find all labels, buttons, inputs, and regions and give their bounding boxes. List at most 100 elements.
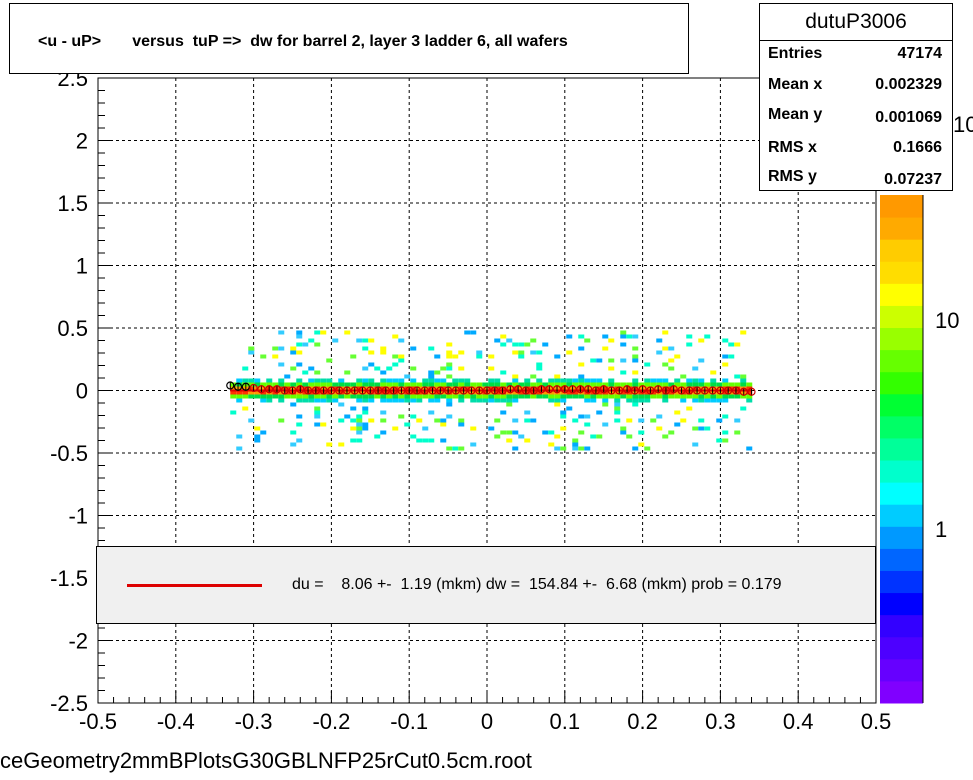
density-cell <box>572 378 579 383</box>
density-cell <box>710 370 717 375</box>
stats-value: 47174 <box>897 45 943 62</box>
density-cell <box>560 446 567 451</box>
density-cell <box>374 366 381 371</box>
density-cell <box>392 378 399 383</box>
density-cell <box>356 338 363 343</box>
density-cell <box>530 418 537 423</box>
stats-row-mean-x: Mean x 0.002329 <box>768 76 942 102</box>
profile-point <box>342 386 352 395</box>
density-cell <box>710 394 717 399</box>
density-cell <box>326 390 333 395</box>
profile-point <box>537 385 546 394</box>
density-cell <box>506 386 513 391</box>
density-cell <box>296 438 303 443</box>
density-cell <box>536 366 543 371</box>
density-cell <box>524 418 531 423</box>
density-cell <box>560 398 567 403</box>
density-cell <box>614 382 621 387</box>
density-cell <box>578 362 585 367</box>
density-cell <box>524 390 531 395</box>
density-cell <box>506 382 513 387</box>
density-cell <box>500 410 507 415</box>
density-cell <box>578 382 585 387</box>
density-cell <box>428 394 435 399</box>
density-cell <box>464 386 471 391</box>
density-cell <box>698 418 705 423</box>
density-cell <box>692 386 699 391</box>
density-cell <box>734 342 741 347</box>
x-tick-label: 0.4 <box>783 709 814 734</box>
profile-point <box>545 385 554 394</box>
density-cell <box>494 338 501 343</box>
density-cell <box>290 430 297 435</box>
density-cell <box>428 370 435 375</box>
density-cell <box>236 382 243 387</box>
density-cell <box>416 390 423 395</box>
density-cell <box>440 438 447 443</box>
profile-point <box>731 386 741 395</box>
profile-point <box>233 382 243 391</box>
density-cell <box>404 374 411 379</box>
density-cell <box>470 442 477 447</box>
density-cell <box>308 394 315 399</box>
density-cell <box>368 386 375 391</box>
density-cell <box>644 362 651 367</box>
density-cell <box>410 398 417 403</box>
density-cell <box>584 394 591 399</box>
density-cell <box>452 354 459 359</box>
density-cell <box>716 382 723 387</box>
profile-point <box>607 386 616 395</box>
density-cell <box>518 342 525 347</box>
density-cell <box>374 394 381 399</box>
density-cell <box>602 382 609 387</box>
density-cell <box>740 330 747 335</box>
density-cell <box>644 378 651 383</box>
density-cell <box>278 418 285 423</box>
stats-row-rms-x: RMS x 0.1666 <box>768 139 942 165</box>
density-cell <box>656 386 663 391</box>
density-cell <box>722 438 729 443</box>
profile-point <box>444 386 453 395</box>
density-cell <box>536 362 543 367</box>
density-cell <box>350 394 357 399</box>
density-cell <box>692 398 699 403</box>
density-cell <box>578 446 585 451</box>
density-cell <box>656 350 663 355</box>
density-cell <box>692 390 699 395</box>
density-cell <box>584 446 591 451</box>
density-cell <box>398 382 405 387</box>
density-cell <box>650 394 657 399</box>
density-cell <box>626 434 633 439</box>
density-cell <box>554 434 561 439</box>
density-cell <box>296 330 303 335</box>
density-cell <box>296 378 303 383</box>
density-cell <box>668 346 675 351</box>
density-cell <box>698 378 705 383</box>
density-cell <box>242 366 249 371</box>
density-cell <box>464 378 471 383</box>
density-cell <box>626 334 633 339</box>
density-cell <box>410 414 417 419</box>
density-cell <box>314 410 321 415</box>
density-cell <box>518 394 525 399</box>
density-cell <box>734 394 741 399</box>
density-cell <box>290 346 297 351</box>
density-cell <box>254 438 261 443</box>
density-cell <box>572 418 579 423</box>
density-cell <box>506 438 513 443</box>
density-cell <box>356 398 363 403</box>
density-cell <box>362 366 369 371</box>
density-cell <box>362 426 369 431</box>
density-cell <box>506 394 513 399</box>
density-cell <box>458 366 465 371</box>
density-cell <box>602 346 609 351</box>
density-cell <box>566 390 573 395</box>
density-cell <box>602 334 609 339</box>
density-cell <box>374 382 381 387</box>
density-cell <box>428 378 435 383</box>
density-cell <box>260 382 267 387</box>
density-cell <box>326 382 333 387</box>
density-cell <box>344 330 351 335</box>
density-cell <box>326 386 333 391</box>
density-cell <box>314 342 321 347</box>
